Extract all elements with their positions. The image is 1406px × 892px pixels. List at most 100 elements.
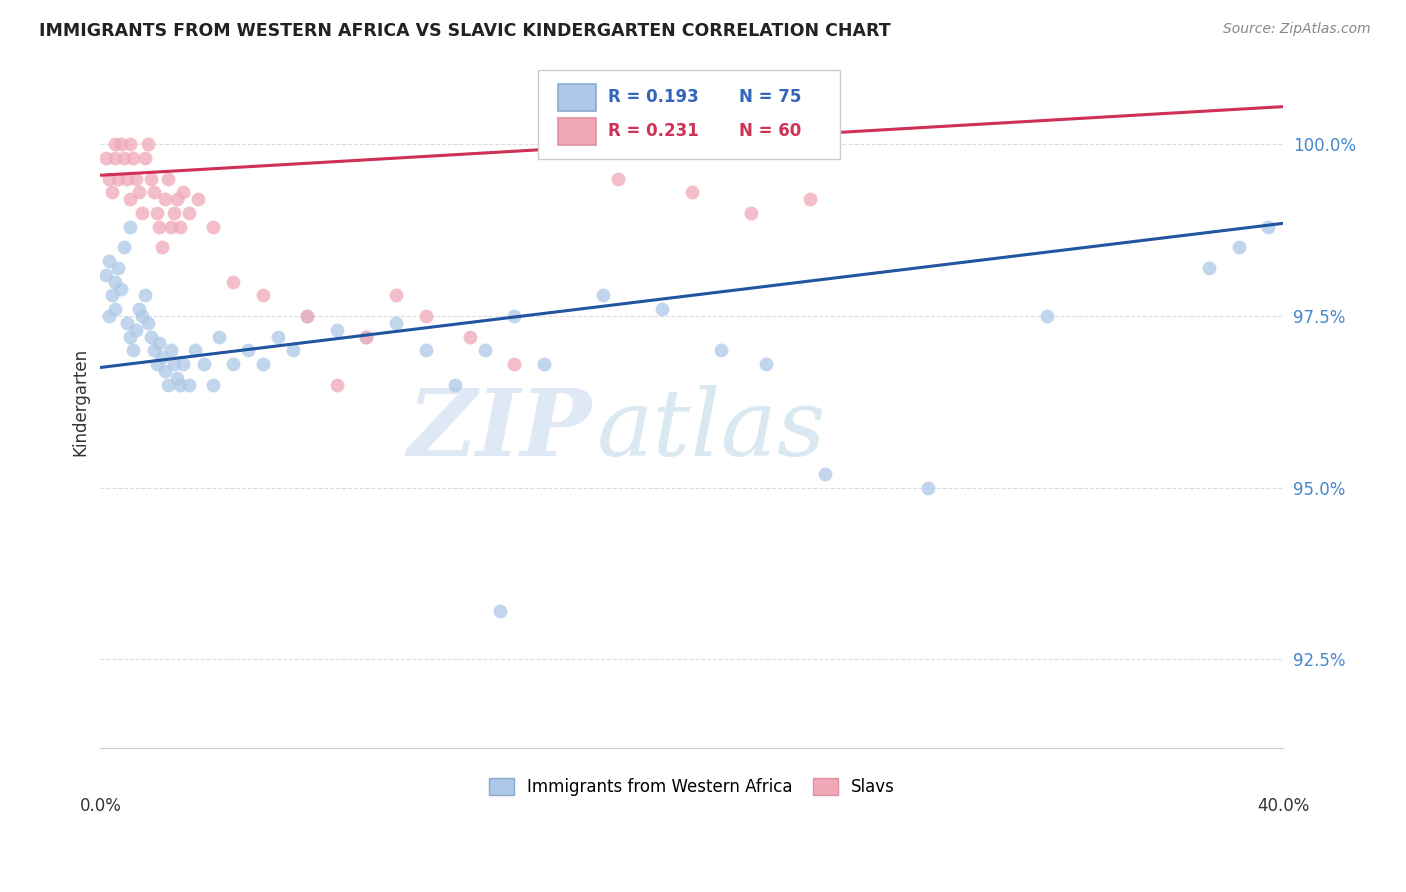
- Point: [474, 343, 496, 358]
- Text: R = 0.231: R = 0.231: [607, 122, 699, 140]
- Point: [177, 206, 200, 220]
- Point: [125, 171, 148, 186]
- Point: [184, 343, 207, 358]
- Point: [166, 371, 188, 385]
- Point: [385, 288, 408, 302]
- Text: R = 0.193: R = 0.193: [607, 88, 699, 106]
- Point: [134, 151, 156, 165]
- Point: [488, 604, 510, 618]
- Point: [160, 219, 183, 234]
- Point: [96, 151, 118, 165]
- Point: [157, 171, 180, 186]
- Point: [118, 329, 141, 343]
- Point: [169, 377, 191, 392]
- Point: [112, 240, 135, 254]
- Text: N = 75: N = 75: [740, 88, 801, 106]
- Point: [112, 151, 135, 165]
- Point: [104, 151, 127, 165]
- Point: [238, 343, 260, 358]
- Point: [101, 288, 124, 302]
- Point: [152, 350, 174, 364]
- Point: [107, 260, 129, 275]
- Point: [651, 302, 673, 317]
- Point: [107, 171, 129, 186]
- Point: [356, 329, 378, 343]
- Legend: Immigrants from Western Africa, Slavs: Immigrants from Western Africa, Slavs: [482, 771, 901, 803]
- FancyBboxPatch shape: [538, 70, 839, 159]
- Point: [115, 171, 138, 186]
- Point: [681, 186, 703, 200]
- Point: [155, 192, 177, 206]
- Point: [148, 336, 170, 351]
- Y-axis label: Kindergarten: Kindergarten: [72, 348, 89, 456]
- Point: [98, 309, 121, 323]
- Text: 40.0%: 40.0%: [1257, 797, 1309, 815]
- Point: [755, 357, 778, 371]
- Point: [98, 254, 121, 268]
- Point: [115, 316, 138, 330]
- Point: [533, 357, 555, 371]
- Point: [110, 281, 132, 295]
- Point: [169, 219, 191, 234]
- Point: [252, 288, 274, 302]
- Point: [201, 377, 224, 392]
- FancyBboxPatch shape: [558, 84, 596, 111]
- Point: [122, 343, 145, 358]
- Point: [207, 329, 229, 343]
- Point: [136, 137, 159, 152]
- Text: IMMIGRANTS FROM WESTERN AFRICA VS SLAVIC KINDERGARTEN CORRELATION CHART: IMMIGRANTS FROM WESTERN AFRICA VS SLAVIC…: [39, 22, 891, 40]
- Point: [267, 329, 290, 343]
- Point: [157, 377, 180, 392]
- Point: [98, 171, 121, 186]
- Point: [503, 309, 526, 323]
- Point: [592, 288, 614, 302]
- Text: ZIP: ZIP: [406, 384, 591, 475]
- Point: [96, 268, 118, 282]
- Point: [145, 357, 167, 371]
- Point: [122, 151, 145, 165]
- Point: [134, 288, 156, 302]
- Point: [128, 302, 150, 317]
- Point: [814, 467, 837, 481]
- Point: [1227, 240, 1250, 254]
- Point: [139, 171, 162, 186]
- Point: [297, 309, 319, 323]
- Point: [125, 323, 148, 337]
- Point: [172, 186, 194, 200]
- Point: [118, 137, 141, 152]
- Point: [160, 343, 183, 358]
- Point: [222, 357, 245, 371]
- Point: [1257, 219, 1279, 234]
- Point: [281, 343, 304, 358]
- Point: [145, 206, 167, 220]
- Point: [458, 329, 481, 343]
- Point: [297, 309, 319, 323]
- Point: [1198, 260, 1220, 275]
- Point: [155, 364, 177, 378]
- Point: [326, 377, 349, 392]
- Point: [104, 275, 127, 289]
- Point: [104, 302, 127, 317]
- Point: [104, 137, 127, 152]
- Point: [187, 192, 209, 206]
- Point: [177, 377, 200, 392]
- Point: [252, 357, 274, 371]
- Point: [131, 309, 153, 323]
- Point: [131, 206, 153, 220]
- Point: [606, 171, 628, 186]
- Point: [385, 316, 408, 330]
- Point: [415, 309, 437, 323]
- Point: [222, 275, 245, 289]
- Point: [740, 206, 762, 220]
- Point: [799, 192, 821, 206]
- Point: [193, 357, 215, 371]
- Point: [1035, 309, 1057, 323]
- Point: [503, 357, 526, 371]
- Point: [201, 219, 224, 234]
- Point: [917, 481, 939, 495]
- Text: Source: ZipAtlas.com: Source: ZipAtlas.com: [1223, 22, 1371, 37]
- Point: [166, 192, 188, 206]
- Point: [142, 343, 165, 358]
- Point: [415, 343, 437, 358]
- Text: 0.0%: 0.0%: [79, 797, 121, 815]
